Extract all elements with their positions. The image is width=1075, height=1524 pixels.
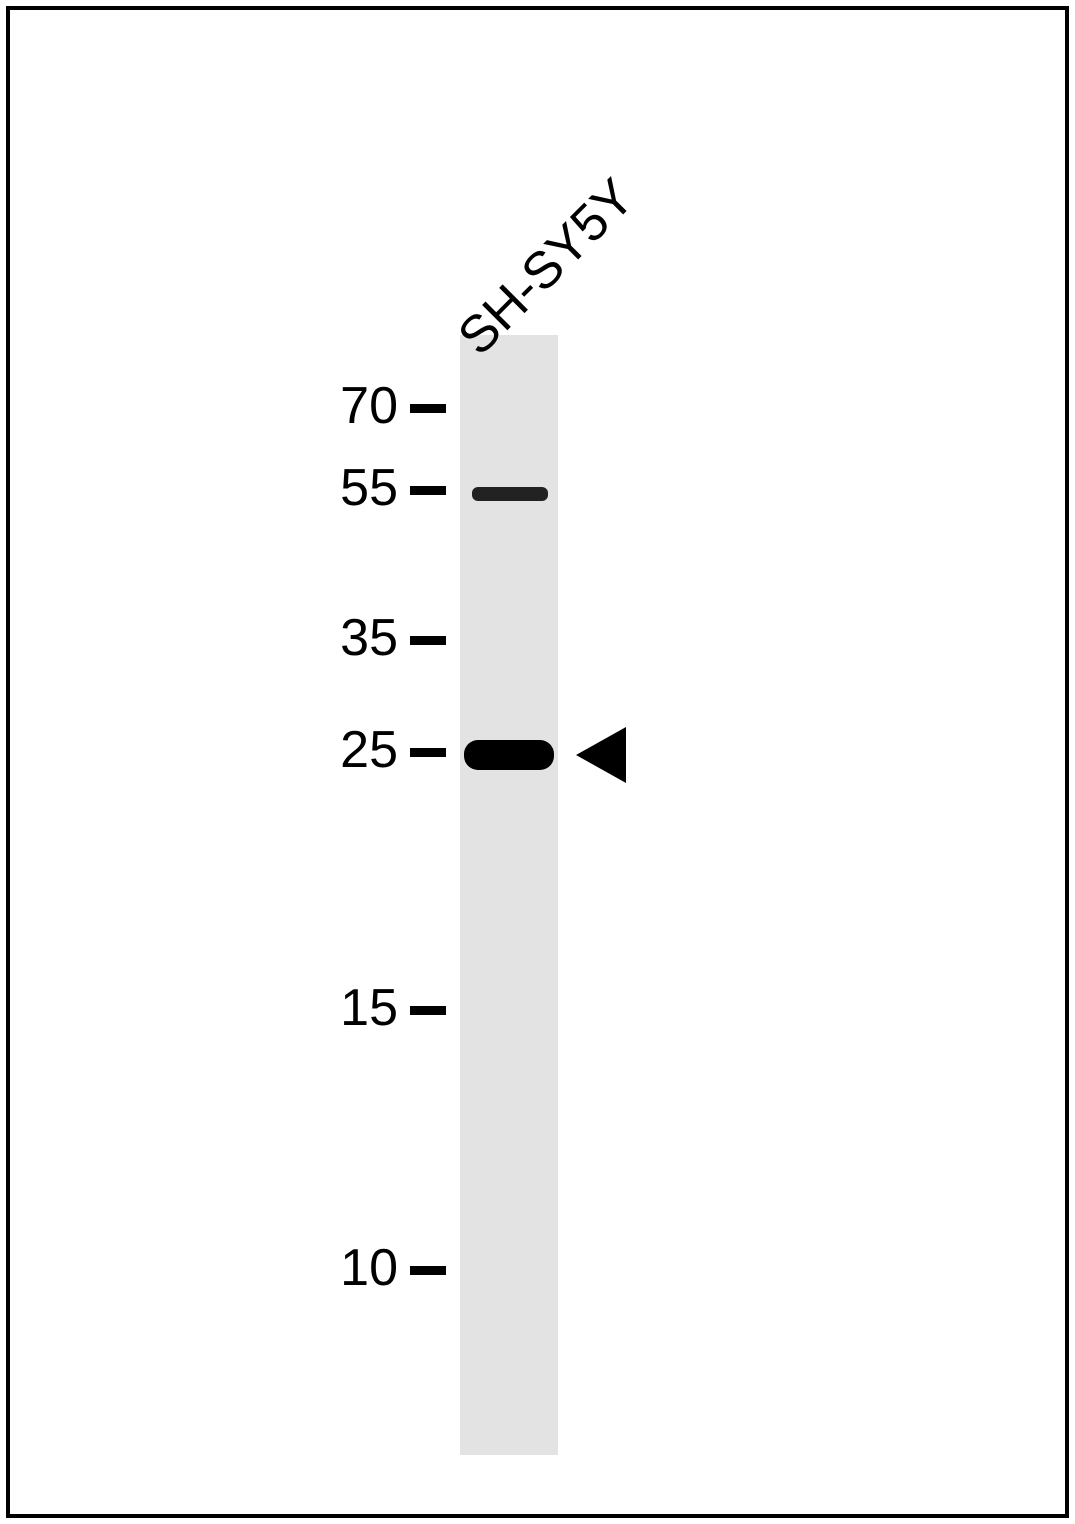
blot-band	[464, 740, 554, 770]
marker-tick	[410, 1266, 446, 1275]
marker-label: 70	[340, 376, 398, 436]
blot-lane	[460, 335, 558, 1455]
blot-band	[472, 487, 548, 501]
marker-tick	[410, 748, 446, 757]
target-band-arrow	[576, 727, 626, 783]
marker-label: 10	[340, 1238, 398, 1298]
marker-tick	[410, 636, 446, 645]
marker-tick	[410, 486, 446, 495]
marker-tick	[410, 404, 446, 413]
marker-label: 55	[340, 458, 398, 518]
marker-label: 35	[340, 608, 398, 668]
marker-label: 25	[340, 720, 398, 780]
marker-label: 15	[340, 978, 398, 1038]
marker-tick	[410, 1006, 446, 1015]
